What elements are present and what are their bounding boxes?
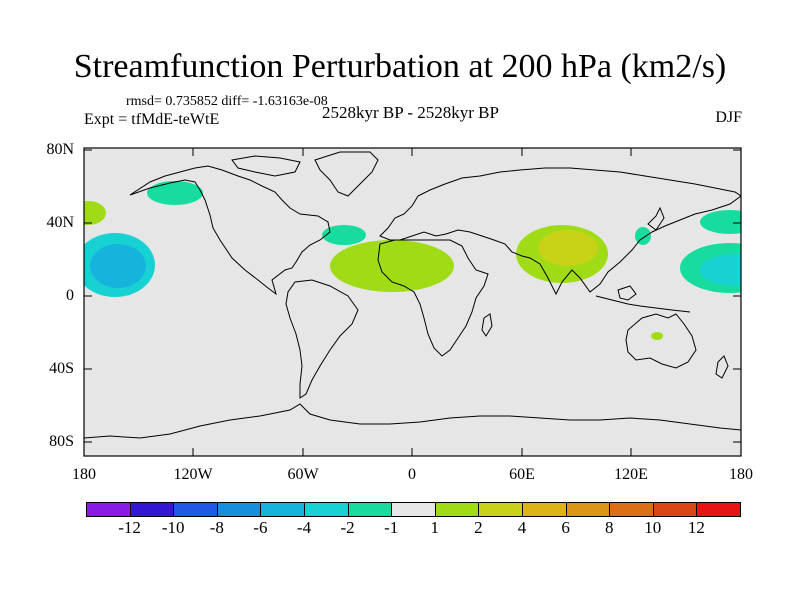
colorbar-label: -10 (161, 518, 185, 537)
stats-label: rmsd= 0.735852 diff= -1.63163e-08 (126, 94, 328, 109)
colorbar-label: 10 (644, 518, 662, 537)
coast-arctic-islands (231, 155, 301, 177)
colorbar-cell (129, 502, 175, 517)
colorbar-label: -12 (118, 518, 141, 537)
colorbar-label: 2 (474, 518, 483, 537)
lon-ticks (192, 148, 632, 456)
colorbar-label: 6 (561, 518, 570, 537)
colorbar-cell (347, 502, 393, 517)
coast-africa (377, 239, 489, 357)
coast-madagascar (481, 313, 493, 337)
colorbar-cell (260, 502, 305, 517)
colorbar-cell (216, 502, 262, 517)
anomaly-north-pacific-east (700, 210, 741, 234)
colorbar-label: -4 (296, 518, 312, 537)
colorbar-cell (434, 502, 480, 517)
colorbar-cell (391, 502, 436, 517)
anomaly-east-asia-negative (635, 227, 651, 245)
colorbar-cell (304, 502, 349, 517)
colorbar-cell (173, 502, 218, 517)
lon-label-120w: 120W (173, 466, 213, 483)
anomaly-west-pacific-core (700, 254, 741, 286)
lat-label-80s: 80S (49, 433, 74, 450)
colorbar-cell (478, 502, 523, 517)
coast-greenland (314, 151, 379, 197)
lon-label-60w: 60W (287, 466, 319, 483)
coast-antarctica (84, 403, 741, 439)
colorbar-label: 8 (604, 518, 614, 537)
anomaly-central-pacific-core (90, 244, 146, 288)
colorbar-label: -8 (209, 518, 224, 537)
anomaly-north-pacific-negative (147, 181, 203, 205)
colorbar-label: 4 (517, 518, 527, 537)
coast-south-america (285, 279, 359, 399)
period-label: 2528kyr BP - 2528kyr BP (322, 103, 499, 122)
colorbar-label: 12 (687, 518, 705, 537)
colorbar-cell (652, 502, 698, 517)
lat-label-0: 0 (66, 287, 74, 304)
colorbar-cell (696, 502, 741, 517)
coast-eurasia (379, 167, 741, 296)
lat-label-80n: 80N (46, 141, 74, 158)
colorbar-label: -6 (253, 518, 268, 537)
coast-north-america (129, 165, 331, 296)
colorbar-cell (86, 502, 131, 517)
plot-title: Streamfunction Perturbation at 200 hPa (… (73, 48, 727, 85)
anomaly-south-asia-core (538, 230, 598, 266)
coast-japan (647, 206, 665, 231)
lon-label-120e: 120E (614, 466, 648, 483)
colorbar-label: -2 (340, 518, 355, 537)
coast-new-zealand (715, 355, 729, 379)
lon-label-60e: 60E (509, 466, 535, 483)
anomaly-africa-positive (330, 240, 454, 292)
anomaly-australia-positive (651, 332, 663, 340)
colorbar-cell (565, 502, 611, 517)
anomaly-north-atlantic-negative (322, 225, 366, 245)
coast-indonesia (595, 295, 691, 313)
lat-label-40n: 40N (46, 214, 74, 231)
colorbar-cell (609, 502, 654, 517)
lon-label-180e: 180 (729, 466, 753, 483)
lon-label-180w: 180 (72, 466, 96, 483)
coast-borneo (617, 285, 637, 301)
lat-label-40s: 40S (49, 360, 74, 377)
season-label: DJF (715, 109, 742, 126)
lon-label-0: 0 (408, 466, 416, 483)
colorbar-label: 1 (430, 518, 440, 537)
anomaly-dateline-west-edge (84, 201, 106, 225)
experiment-label: Expt = tfMdE-teWtE (84, 111, 220, 128)
coast-australia (625, 313, 697, 369)
lat-ticks (84, 149, 741, 443)
colorbar-label: -1 (384, 518, 399, 537)
colorbar-cell (522, 502, 567, 517)
